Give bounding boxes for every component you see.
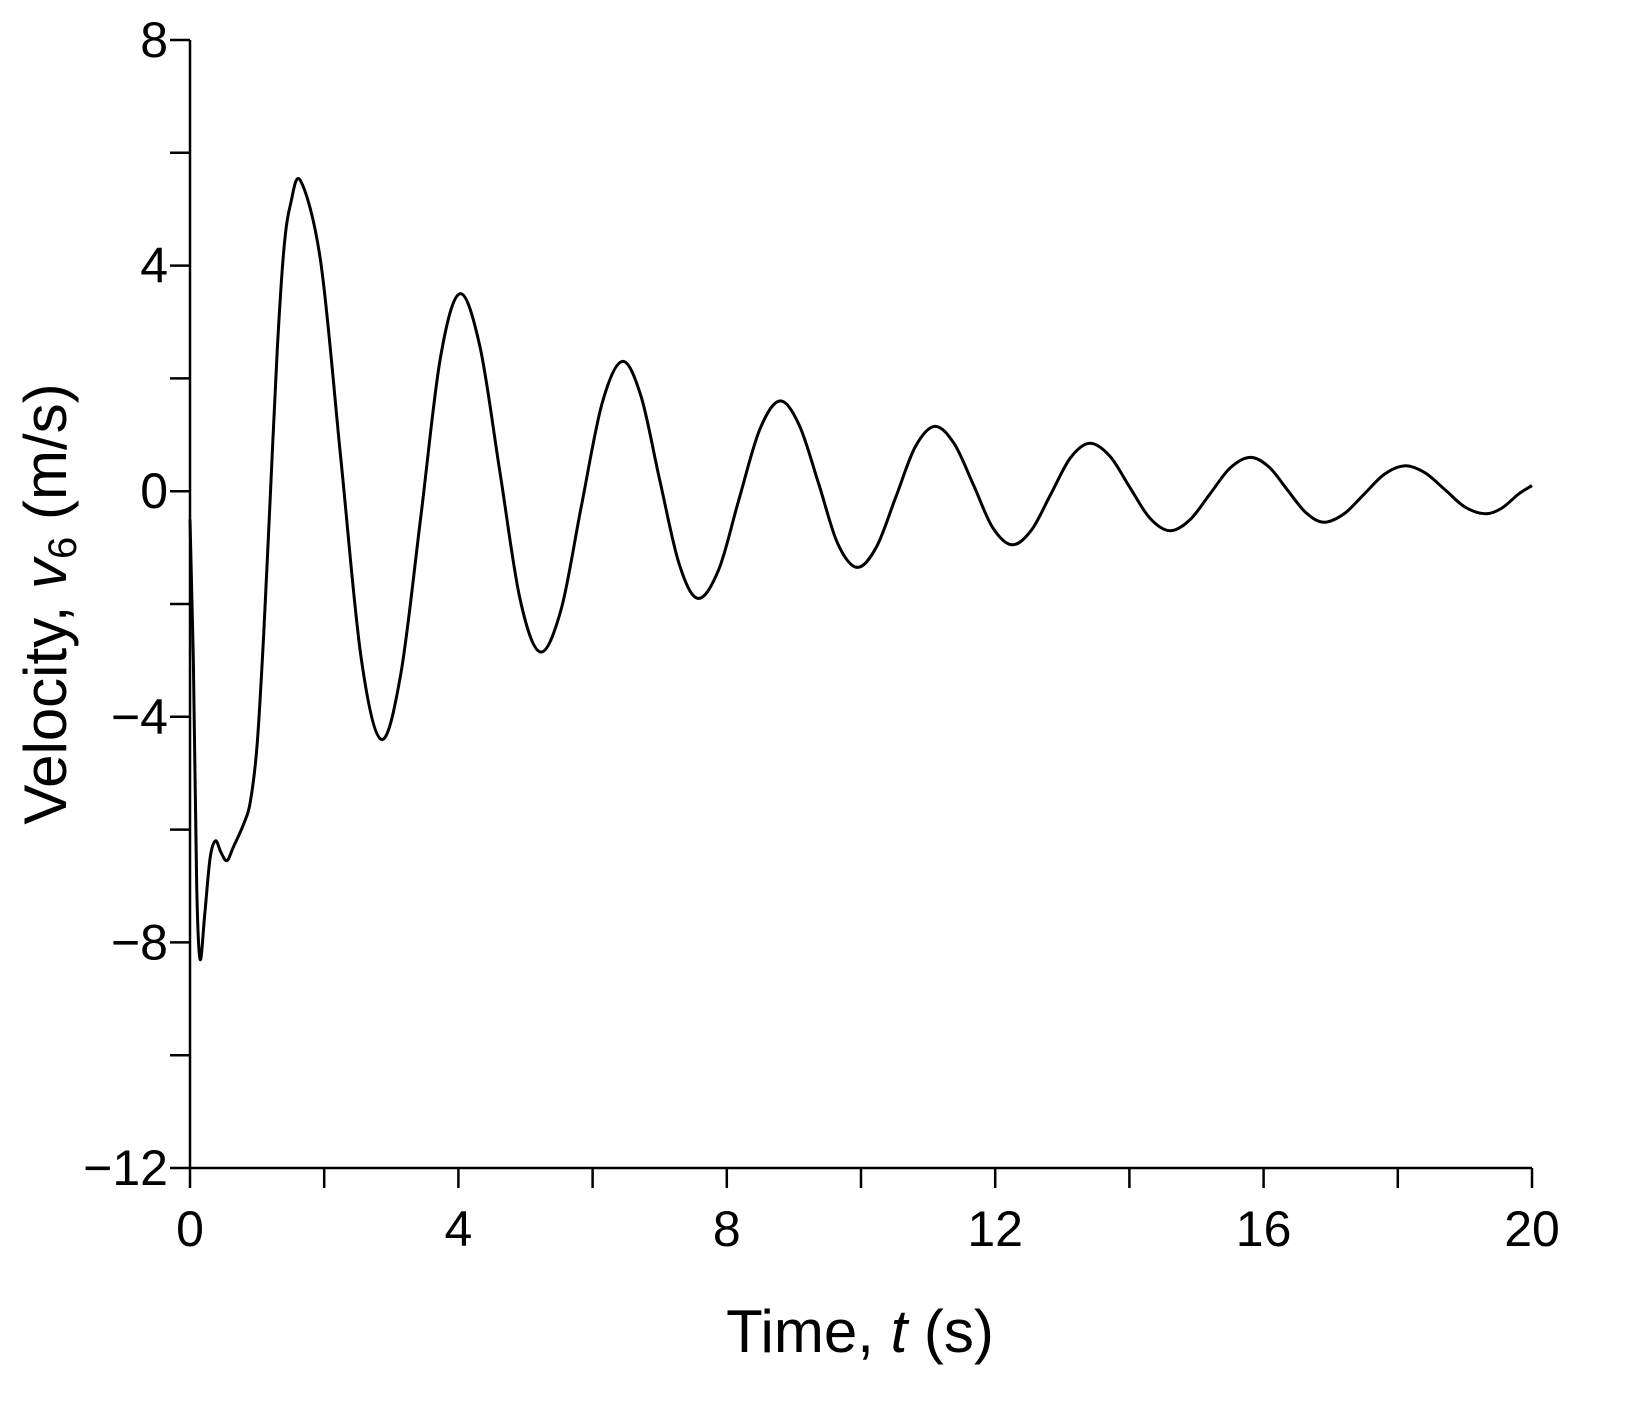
- x-tick-label: 20: [1504, 1201, 1560, 1257]
- y-tick-label: 4: [140, 238, 168, 294]
- x-title-part: t: [891, 1298, 910, 1365]
- x-title-part: Time,: [726, 1298, 890, 1365]
- x-title-part: (s): [907, 1298, 994, 1365]
- x-tick-label: 0: [176, 1201, 204, 1257]
- y-tick-label: −8: [111, 914, 168, 970]
- x-tick-label: 12: [967, 1201, 1023, 1257]
- y-title-part: 6: [41, 537, 85, 559]
- y-title-part: Velocity,: [12, 589, 79, 825]
- x-tick-label: 4: [444, 1201, 472, 1257]
- x-tick-label: 8: [713, 1201, 741, 1257]
- y-tick-label: 0: [140, 463, 168, 519]
- y-axis-title: Velocity, v6 (m/s): [12, 383, 85, 824]
- y-tick-label: 8: [140, 12, 168, 68]
- data-line: [188, 177, 1533, 961]
- y-tick-label: −4: [111, 689, 168, 745]
- y-title-part: (m/s): [12, 383, 79, 536]
- x-tick-label: 16: [1236, 1201, 1292, 1257]
- x-axis-title: Time, t (s): [726, 1298, 994, 1365]
- y-tick-label: −12: [83, 1140, 168, 1196]
- y-title-part: v: [12, 556, 79, 589]
